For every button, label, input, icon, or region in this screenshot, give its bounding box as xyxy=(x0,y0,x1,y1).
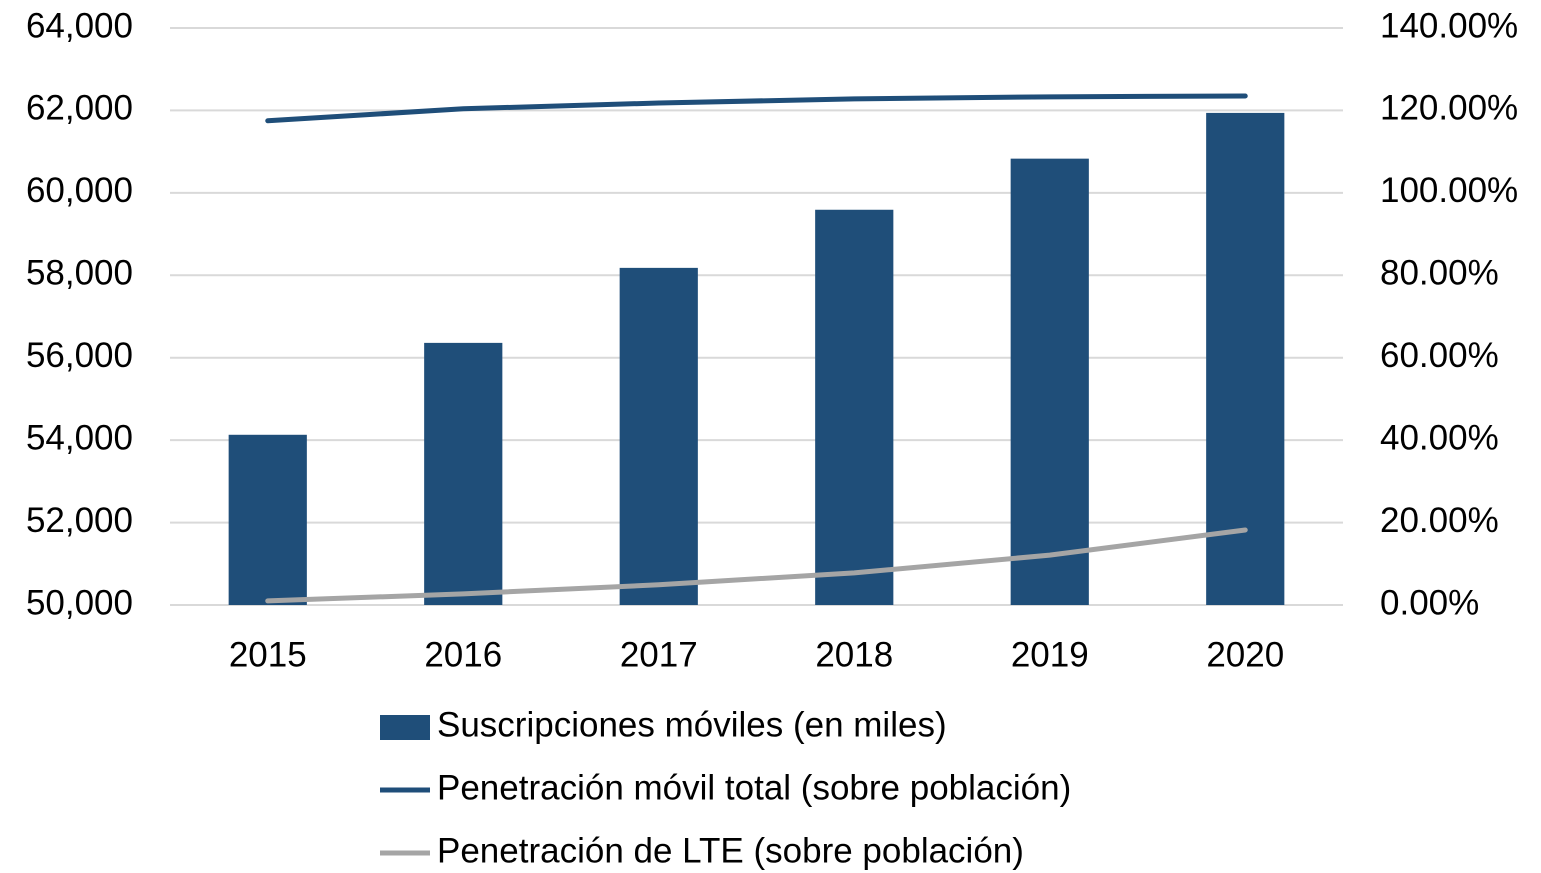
bar xyxy=(1010,158,1089,605)
y2-tick-label: 40.00% xyxy=(1380,418,1499,457)
y-tick-label: 62,000 xyxy=(26,89,133,128)
y2-tick-label: 100.00% xyxy=(1380,171,1518,210)
bar xyxy=(228,434,307,605)
y-tick-label: 52,000 xyxy=(26,501,133,540)
y2-tick-label: 60.00% xyxy=(1380,336,1499,375)
y2-tick-label: 80.00% xyxy=(1380,254,1499,293)
bar xyxy=(619,267,698,605)
y2-tick-label: 20.00% xyxy=(1380,501,1499,540)
y-tick-label: 64,000 xyxy=(26,6,133,45)
legend-swatch xyxy=(380,715,430,740)
y-tick-label: 56,000 xyxy=(26,336,133,375)
bar xyxy=(424,342,503,605)
y2-tick-label: 120.00% xyxy=(1380,89,1518,128)
x-tick-label: 2020 xyxy=(1206,635,1284,674)
y-tick-label: 60,000 xyxy=(26,171,133,210)
x-tick-label: 2015 xyxy=(229,635,307,674)
line xyxy=(265,93,1248,124)
x-tick-label: 2017 xyxy=(620,635,698,674)
bar xyxy=(1206,112,1285,605)
y-tick-label: 54,000 xyxy=(26,418,133,457)
x-tick-label: 2018 xyxy=(815,635,893,674)
y-tick-label: 50,000 xyxy=(26,583,133,622)
y2-tick-label: 0.00% xyxy=(1380,583,1479,622)
x-tick-label: 2016 xyxy=(424,635,502,674)
legend-label: Penetración móvil total (sobre población… xyxy=(437,768,1071,807)
line xyxy=(265,527,1248,604)
legend-label: Suscripciones móviles (en miles) xyxy=(437,705,947,744)
x-tick-label: 2019 xyxy=(1011,635,1089,674)
y-tick-label: 58,000 xyxy=(26,254,133,293)
bar xyxy=(815,209,894,605)
y2-tick-label: 140.00% xyxy=(1380,6,1518,45)
legend-label: Penetración de LTE (sobre población) xyxy=(437,831,1024,870)
